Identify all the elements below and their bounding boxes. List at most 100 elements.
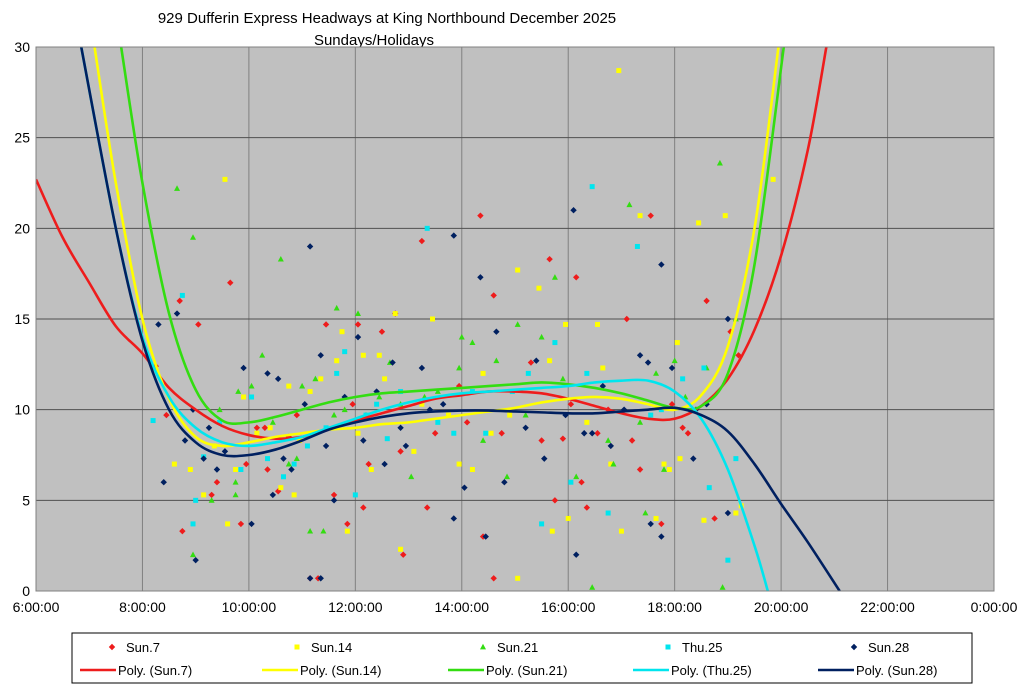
data-point (334, 358, 340, 364)
data-point (431, 430, 439, 437)
data-point (349, 401, 356, 408)
data-point (408, 473, 415, 480)
data-point (248, 520, 255, 528)
data-point (450, 232, 457, 239)
data-point (163, 411, 170, 419)
data-point (549, 528, 555, 534)
legend-label: Sun.28 (868, 640, 909, 655)
data-point (608, 461, 614, 467)
data-point (205, 424, 213, 431)
data-point (661, 466, 668, 472)
data-point (384, 436, 390, 442)
data-point (360, 352, 366, 358)
data-point (339, 329, 345, 335)
data-point (293, 455, 300, 462)
y-tick-label: 20 (14, 220, 30, 236)
data-point (398, 546, 404, 552)
data-point (568, 479, 574, 485)
data-point (551, 274, 558, 280)
data-point (435, 419, 441, 425)
data-point (240, 364, 247, 372)
data-point (208, 497, 215, 503)
data-point (174, 185, 181, 191)
data-point (559, 375, 566, 382)
data-point (285, 460, 292, 467)
data-point (241, 394, 247, 400)
data-point (439, 401, 447, 408)
data-point (658, 261, 665, 268)
data-point (190, 551, 197, 558)
data-point (725, 557, 731, 563)
data-point (155, 321, 162, 328)
data-point (200, 455, 207, 462)
data-point (578, 479, 585, 486)
y-tick-label: 15 (14, 311, 30, 327)
data-point (307, 389, 313, 395)
data-point (233, 467, 239, 473)
data-point (594, 430, 601, 437)
data-point (235, 388, 242, 394)
data-point (616, 68, 622, 74)
data-point (636, 352, 644, 359)
data-point (291, 461, 297, 467)
data-point (570, 207, 577, 214)
data-point (642, 509, 649, 516)
data-point (238, 467, 244, 473)
y-tick-label: 10 (14, 402, 30, 418)
data-point (684, 430, 692, 437)
data-point (483, 430, 489, 436)
data-point (232, 479, 239, 485)
data-point (580, 430, 588, 437)
data-point (573, 274, 580, 281)
data-point (546, 255, 553, 263)
data-point (288, 466, 295, 473)
data-point (504, 473, 511, 480)
data-point (376, 352, 382, 358)
data-point (269, 419, 276, 425)
data-point (392, 311, 398, 317)
data-point (217, 419, 223, 425)
data-point (227, 279, 234, 286)
data-point (254, 430, 260, 436)
data-point (668, 401, 676, 408)
data-point (469, 467, 475, 473)
data-point (330, 491, 338, 499)
data-point (733, 510, 739, 516)
data-point (501, 479, 508, 486)
data-point (330, 497, 338, 504)
data-point (584, 370, 590, 376)
data-point (352, 492, 358, 498)
data-point (522, 411, 529, 418)
data-point (187, 467, 193, 473)
y-axis-ticks: 0 5 10 15 20 25 30 (14, 39, 30, 599)
data-point (374, 401, 380, 407)
data-point (637, 213, 643, 219)
data-point (237, 520, 245, 528)
legend-label: Poly. (Sun.7) (118, 663, 192, 678)
legend-marker (294, 644, 300, 650)
data-point (423, 504, 431, 511)
x-tick-label: 22:00:00 (860, 599, 915, 615)
x-tick-label: 18:00:00 (647, 599, 702, 615)
data-point (267, 425, 273, 431)
data-point (333, 304, 340, 311)
legend-label: Poly. (Sun.21) (486, 663, 567, 678)
data-point (382, 376, 388, 382)
data-point (463, 419, 471, 426)
data-point (469, 339, 476, 345)
data-point (533, 357, 540, 364)
data-point (419, 401, 425, 407)
data-point (653, 370, 660, 376)
data-point (411, 448, 417, 454)
series-sun-14 (171, 68, 776, 581)
data-point (514, 321, 521, 327)
data-point (317, 575, 324, 582)
chart-subtitle: Sundays/Holidays (314, 32, 434, 49)
data-point (538, 333, 545, 340)
data-point (280, 455, 287, 462)
data-point (253, 424, 261, 431)
data-point (605, 437, 612, 443)
chart-title: 929 Dufferin Express Headways at King No… (158, 10, 616, 27)
data-point (213, 466, 221, 473)
data-point (701, 517, 707, 523)
